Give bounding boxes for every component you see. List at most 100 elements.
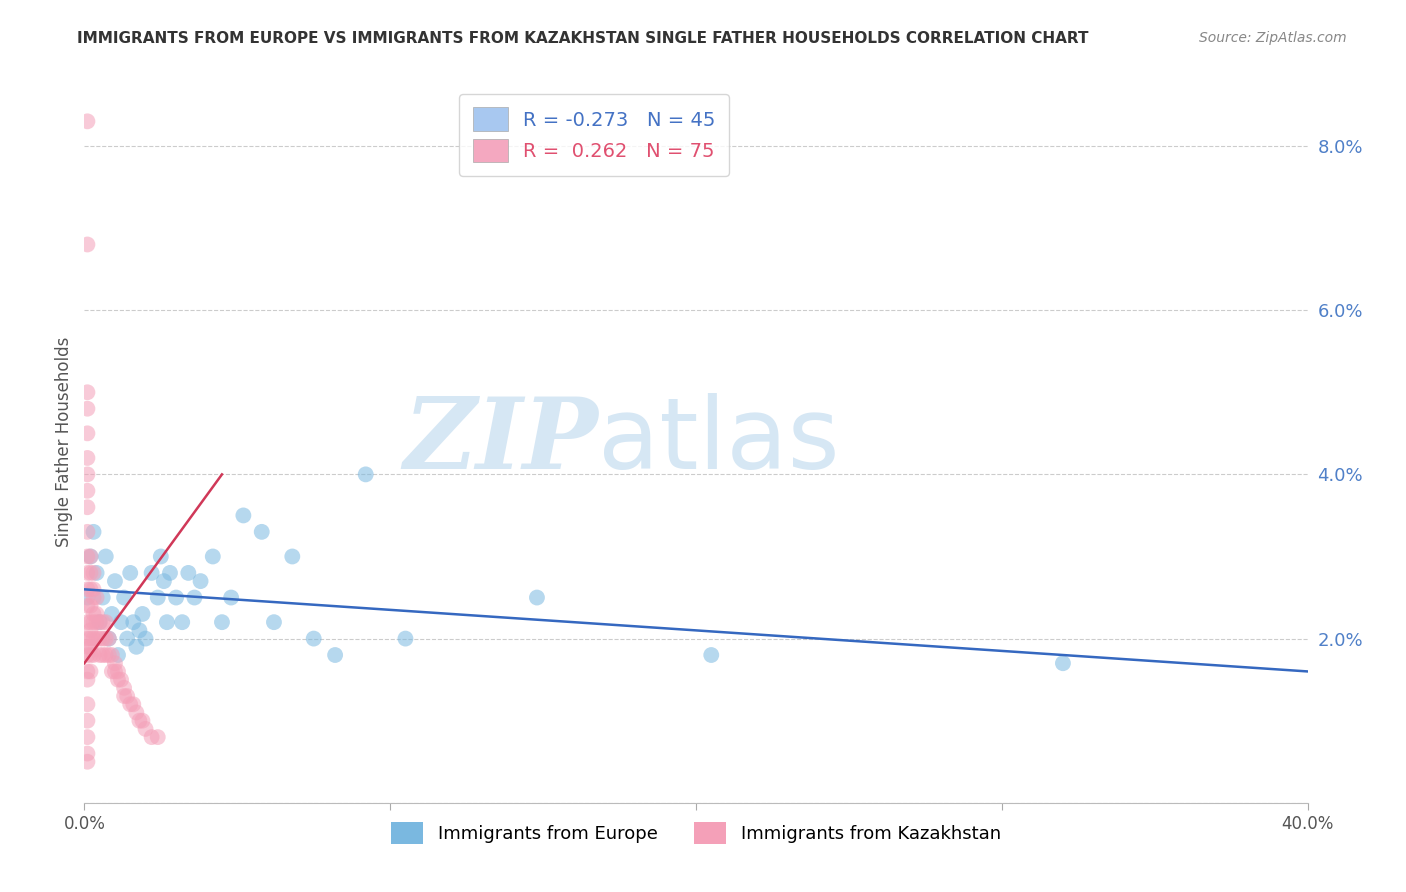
Point <box>83 632 105 646</box>
Point <box>83 582 105 597</box>
Point <box>89 632 111 646</box>
Point <box>165 591 187 605</box>
Point <box>76 385 98 400</box>
Point <box>76 698 98 712</box>
Point <box>112 689 135 703</box>
Point <box>122 698 145 712</box>
Text: ZIP: ZIP <box>404 393 598 490</box>
Point <box>190 574 212 588</box>
Point <box>89 615 111 630</box>
Point <box>120 566 142 580</box>
Point <box>107 665 129 679</box>
Point <box>153 574 176 588</box>
Point <box>76 114 98 128</box>
Point <box>177 566 200 580</box>
Point <box>91 615 114 630</box>
Point <box>76 591 98 605</box>
Point <box>128 714 150 728</box>
Point <box>79 640 101 654</box>
Point <box>112 591 135 605</box>
Point <box>110 615 132 630</box>
Point <box>141 566 163 580</box>
Text: atlas: atlas <box>598 393 839 490</box>
Point <box>76 615 98 630</box>
Point <box>89 648 111 662</box>
Point <box>131 714 153 728</box>
Point <box>146 591 169 605</box>
Point <box>115 689 138 703</box>
Point <box>115 632 138 646</box>
Legend: Immigrants from Europe, Immigrants from Kazakhstan: Immigrants from Europe, Immigrants from … <box>384 815 1008 852</box>
Point <box>76 747 98 761</box>
Point <box>79 665 101 679</box>
Point <box>211 615 233 630</box>
Point <box>76 648 98 662</box>
Point <box>83 591 105 605</box>
Point <box>76 401 98 416</box>
Point <box>76 566 98 580</box>
Point <box>281 549 304 564</box>
Point <box>83 607 105 621</box>
Point <box>94 632 117 646</box>
Point <box>526 591 548 605</box>
Point <box>83 615 105 630</box>
Point <box>94 549 117 564</box>
Point <box>172 615 194 630</box>
Point <box>76 450 98 465</box>
Point <box>302 632 325 646</box>
Point <box>101 665 124 679</box>
Point <box>79 624 101 638</box>
Point <box>76 730 98 744</box>
Point <box>86 632 108 646</box>
Point <box>354 467 377 482</box>
Point <box>76 640 98 654</box>
Point <box>1052 657 1074 671</box>
Point <box>104 574 127 588</box>
Point <box>120 698 142 712</box>
Point <box>263 615 285 630</box>
Point <box>76 665 98 679</box>
Point <box>76 673 98 687</box>
Point <box>125 706 148 720</box>
Point <box>91 591 114 605</box>
Point <box>219 591 242 605</box>
Point <box>131 607 153 621</box>
Point <box>79 549 101 564</box>
Point <box>83 566 105 580</box>
Point <box>101 607 124 621</box>
Point <box>128 624 150 638</box>
Point <box>83 648 105 662</box>
Point <box>104 657 127 671</box>
Point <box>91 648 114 662</box>
Point <box>107 648 129 662</box>
Point <box>122 615 145 630</box>
Point <box>141 730 163 744</box>
Point <box>201 549 224 564</box>
Point <box>76 599 98 613</box>
Point <box>232 508 254 523</box>
Point <box>86 607 108 621</box>
Y-axis label: Single Father Households: Single Father Households <box>55 336 73 547</box>
Point <box>76 426 98 441</box>
Point <box>79 615 101 630</box>
Point <box>76 483 98 498</box>
Point <box>79 582 101 597</box>
Point <box>135 632 157 646</box>
Point <box>86 591 108 605</box>
Point <box>79 599 101 613</box>
Text: Source: ZipAtlas.com: Source: ZipAtlas.com <box>1199 31 1347 45</box>
Point <box>76 755 98 769</box>
Point <box>76 714 98 728</box>
Point <box>76 237 98 252</box>
Point <box>79 632 101 646</box>
Point <box>101 648 124 662</box>
Point <box>91 632 114 646</box>
Text: IMMIGRANTS FROM EUROPE VS IMMIGRANTS FROM KAZAKHSTAN SINGLE FATHER HOUSEHOLDS CO: IMMIGRANTS FROM EUROPE VS IMMIGRANTS FRO… <box>77 31 1088 46</box>
Point <box>97 648 120 662</box>
Point <box>89 615 111 630</box>
Point <box>135 722 157 736</box>
Point <box>76 582 98 597</box>
Point <box>76 500 98 515</box>
Point <box>97 632 120 646</box>
Point <box>79 648 101 662</box>
